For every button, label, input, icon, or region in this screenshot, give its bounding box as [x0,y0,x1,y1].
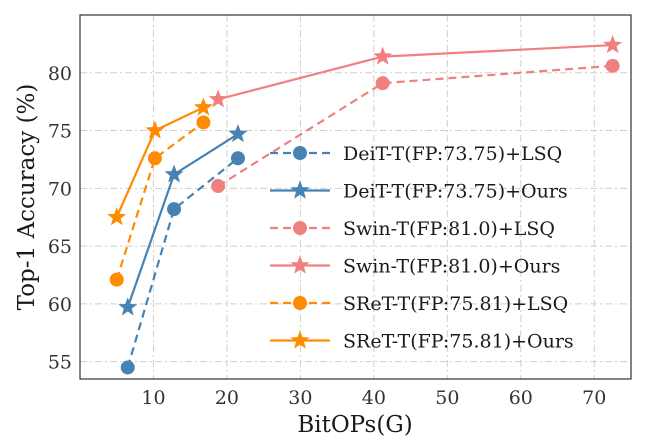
x-tick-label: 30 [288,387,312,409]
x-axis-label: BitOPs(G) [297,412,412,438]
legend-marker [293,296,307,310]
grid [80,15,631,379]
legend-marker [290,330,310,349]
y-axis-label: Top-1 Accuracy (%) [14,84,40,311]
data-point [230,151,245,166]
legend-label: DeiT-T(FP:73.75)+Ours [343,181,568,203]
series-group [211,58,620,194]
series-group [107,97,213,226]
legend-item: Swin-T(FP:81.0)+LSQ [270,218,555,240]
data-point [208,89,228,108]
legend-label: DeiT-T(FP:73.75)+LSQ [343,143,562,165]
series-group [120,151,245,375]
x-tick-label: 10 [141,387,165,409]
x-tick-label: 70 [582,387,606,409]
legend-label: SReT-T(FP:75.81)+Ours [343,331,574,353]
data-point [120,360,135,375]
data-point [193,97,213,116]
data-point [605,58,620,73]
data-point [375,76,390,91]
tick-labels: 10 20 30 40 50 60 70 55 60 65 70 75 80 [48,63,607,409]
plot-series [107,35,623,375]
legend-marker [293,221,307,235]
legend-label: SReT-T(FP:75.81)+LSQ [343,293,568,315]
y-tick-label: 55 [48,352,72,374]
legend-marker [293,146,307,160]
x-tick-label: 20 [215,387,239,409]
legend-item: DeiT-T(FP:73.75)+LSQ [270,143,562,165]
series-line [217,43,613,101]
y-tick-label: 60 [48,294,72,316]
series-line [126,157,239,368]
data-point [196,115,211,130]
legend: DeiT-T(FP:73.75)+LSQ DeiT-T(FP:73.75)+Our… [270,143,574,353]
data-point [164,164,184,183]
data-point [109,272,124,287]
plot-frame [79,14,632,380]
series-group [208,35,623,108]
series-line [126,133,239,308]
data-point [145,120,165,139]
legend-item: SReT-T(FP:75.81)+LSQ [270,293,568,315]
y-tick-label: 65 [48,236,72,258]
data-point [147,151,162,166]
y-tick-label: 75 [48,121,72,143]
legend-item: SReT-T(FP:75.81)+Ours [270,330,574,353]
legend-marker [290,180,310,199]
data-point [373,46,393,65]
legend-label: Swin-T(FP:81.0)+Ours [343,256,560,278]
series-group [109,115,211,287]
legend-item: DeiT-T(FP:73.75)+Ours [270,180,568,203]
legend-label: Swin-T(FP:81.0)+LSQ [343,218,555,240]
data-point [603,35,623,54]
legend-item: Swin-T(FP:81.0)+Ours [270,255,560,278]
data-point [167,202,182,217]
x-tick-label: 40 [362,387,386,409]
series-line [115,121,205,280]
y-tick-label: 70 [48,178,72,200]
x-tick-label: 50 [435,387,459,409]
data-point [118,297,138,316]
data-point [211,179,226,194]
y-tick-label: 80 [48,63,72,85]
legend-marker [290,255,310,274]
series-group [118,124,248,316]
data-point [228,124,248,143]
data-point [107,207,127,226]
x-tick-label: 60 [509,387,533,409]
